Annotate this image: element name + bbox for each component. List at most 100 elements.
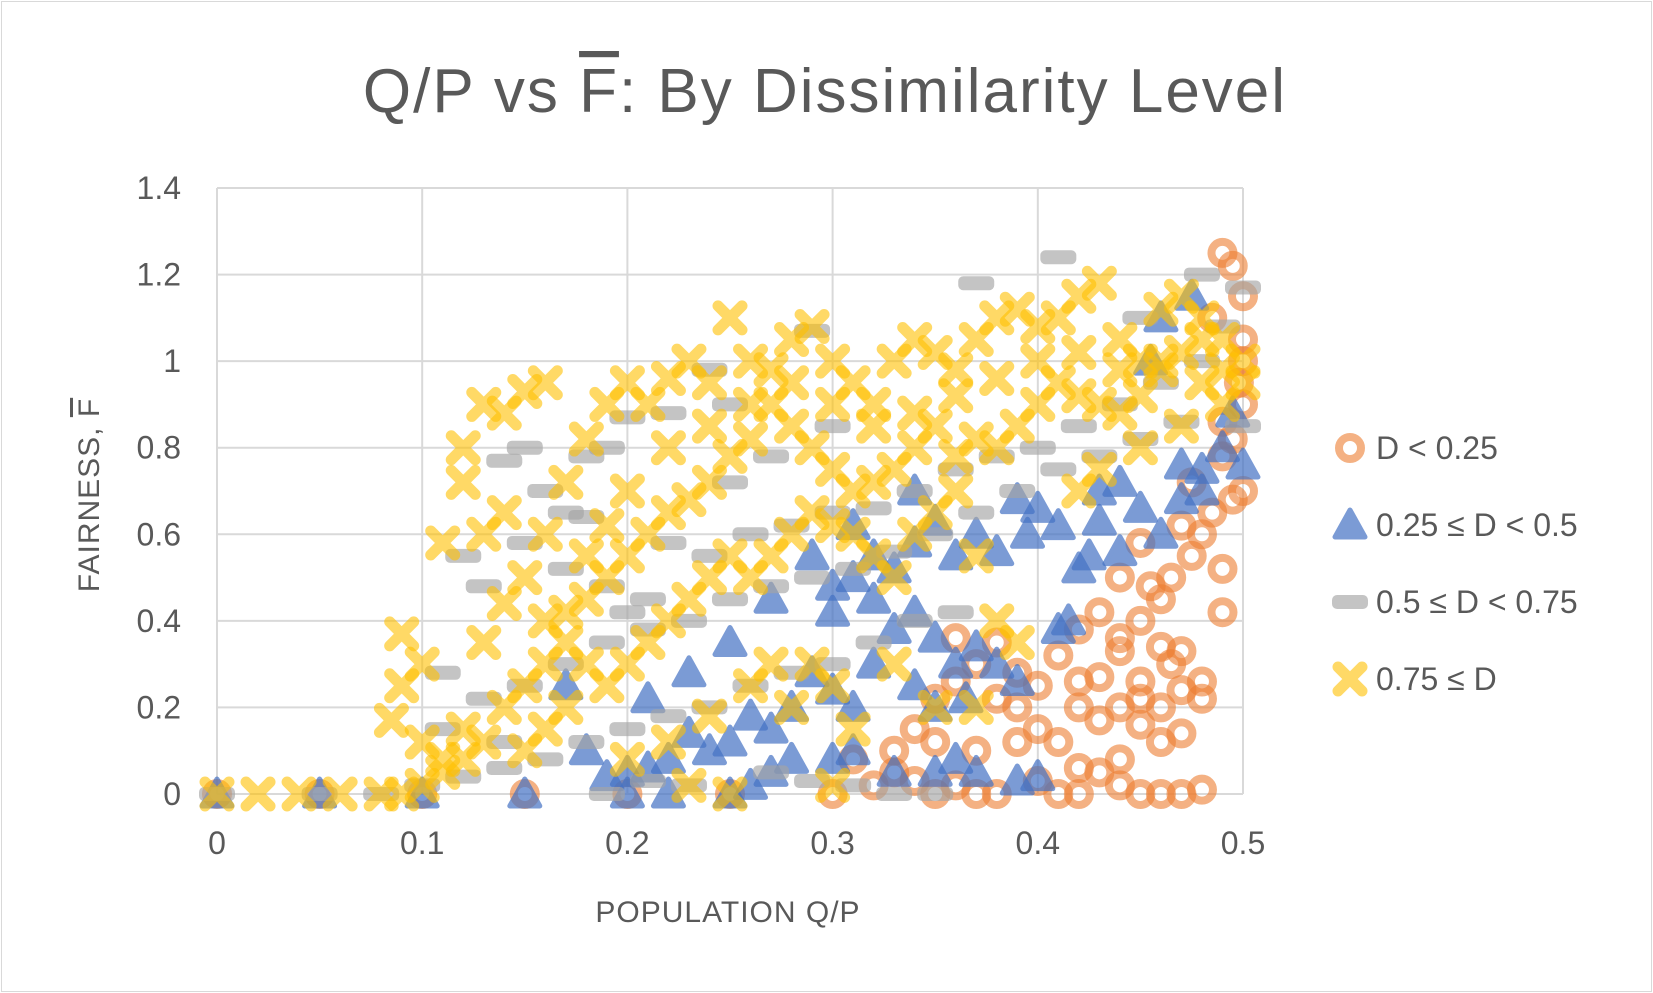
x-point [1204,386,1240,422]
triangle-point [1081,503,1117,536]
x-tick-label: 0.3 [810,825,854,861]
triangle-point [979,646,1015,679]
circle-point [920,727,951,758]
x-point [199,776,235,812]
legend-dash-icon [1332,595,1368,609]
dash-point [588,787,625,801]
x-point [1163,408,1199,444]
circle-point [1063,753,1094,784]
triangle-point [835,689,871,722]
x-point [650,430,686,466]
y-axis-title: FAIRNESS, F [73,398,106,592]
tick-labels: 0 0.2 0.4 0.6 0.8 1 1.2 1.4 0 0.1 0.2 0.3 0.4 0.5 [137,170,1266,861]
x-point [486,495,522,531]
dash-point [958,276,995,291]
dash-point [1225,280,1261,295]
x-point [609,473,645,509]
dash-point [937,605,974,620]
circle-point [1207,597,1238,628]
triangle-point [1225,447,1261,480]
x-point [876,560,912,596]
data-points [199,237,1261,812]
dash-point [301,787,338,801]
dash-point [588,635,625,650]
x-point [384,616,420,652]
x-point [999,625,1035,660]
triangle-point [712,724,748,757]
dash-point [670,613,707,628]
dash-point [1183,267,1220,282]
dash-point [794,570,831,585]
triangle-point [1040,508,1076,541]
triangle-point [630,681,666,714]
circle-point [1084,705,1115,736]
triangle-point [733,698,769,731]
triangle-point [507,776,543,809]
x-point [609,365,645,401]
x-point [1143,343,1179,379]
triangle-point [856,581,892,614]
dash-point [629,592,666,607]
circle-point [1125,709,1156,740]
circle-point [1104,562,1135,593]
dash-point [547,657,584,672]
y-tick-label: 0.2 [137,689,181,725]
circle-point [1002,692,1033,723]
series-x [199,265,1261,812]
x-point [835,711,871,747]
x-point [938,438,974,474]
x-point [281,776,317,812]
dash-point [958,505,995,520]
x-point [363,776,399,812]
x-tick-label: 0.2 [605,825,649,861]
chart-title: Q/P vs F: By Dissimilarity Level [363,57,1287,126]
x-point [691,698,727,734]
x-point [548,594,584,630]
triangle-point [999,482,1035,515]
x-point [466,625,502,660]
dash-point [896,613,933,628]
dash-point [753,765,790,780]
legend: D < 0.25 0.25 ≤ D < 0.5 0.5 ≤ D < 0.75 0.75… [1332,430,1578,697]
legend-label: 0.5 ≤ D < 0.75 [1376,584,1578,620]
x-point [384,668,420,704]
x-point [979,360,1015,396]
legend-label: 0.25 ≤ D < 0.5 [1376,507,1578,543]
x-point [897,395,933,431]
dash-point [609,605,646,620]
dash-point [1225,419,1261,434]
dash-point [1040,250,1077,265]
circle-point [1043,727,1074,758]
x-tick-label: 0.5 [1221,825,1265,861]
circle-point [1104,744,1135,775]
dash-point [835,778,872,793]
dash-point [999,484,1036,498]
x-point [1081,265,1117,301]
y-axis-title-symbol: F [73,398,106,417]
x-point [815,386,851,422]
circle-point [1104,636,1135,667]
triangle-point [917,620,953,653]
triangle-point [548,668,584,701]
x-point [425,525,461,561]
x-point [876,646,912,682]
y-axis-title-prefix: FAIRNESS, [73,417,106,592]
dash-point [1019,440,1056,455]
x-point [486,586,522,622]
x-point [1184,322,1220,357]
x-tick-label: 0.1 [400,825,444,861]
x-point [589,508,625,544]
x-point [958,689,994,725]
x-point [650,724,686,760]
triangle-point [1122,490,1158,523]
y-tick-label: 0 [163,776,181,812]
x-point [671,767,707,803]
legend-circle-icon [1335,433,1365,463]
triangle-point [1020,759,1056,792]
x-point [691,408,727,444]
legend-label: D < 0.25 [1376,430,1498,466]
triangle-point [1184,451,1220,484]
x-point [507,560,543,596]
triangle-point [1204,430,1240,463]
x-point [815,767,851,803]
